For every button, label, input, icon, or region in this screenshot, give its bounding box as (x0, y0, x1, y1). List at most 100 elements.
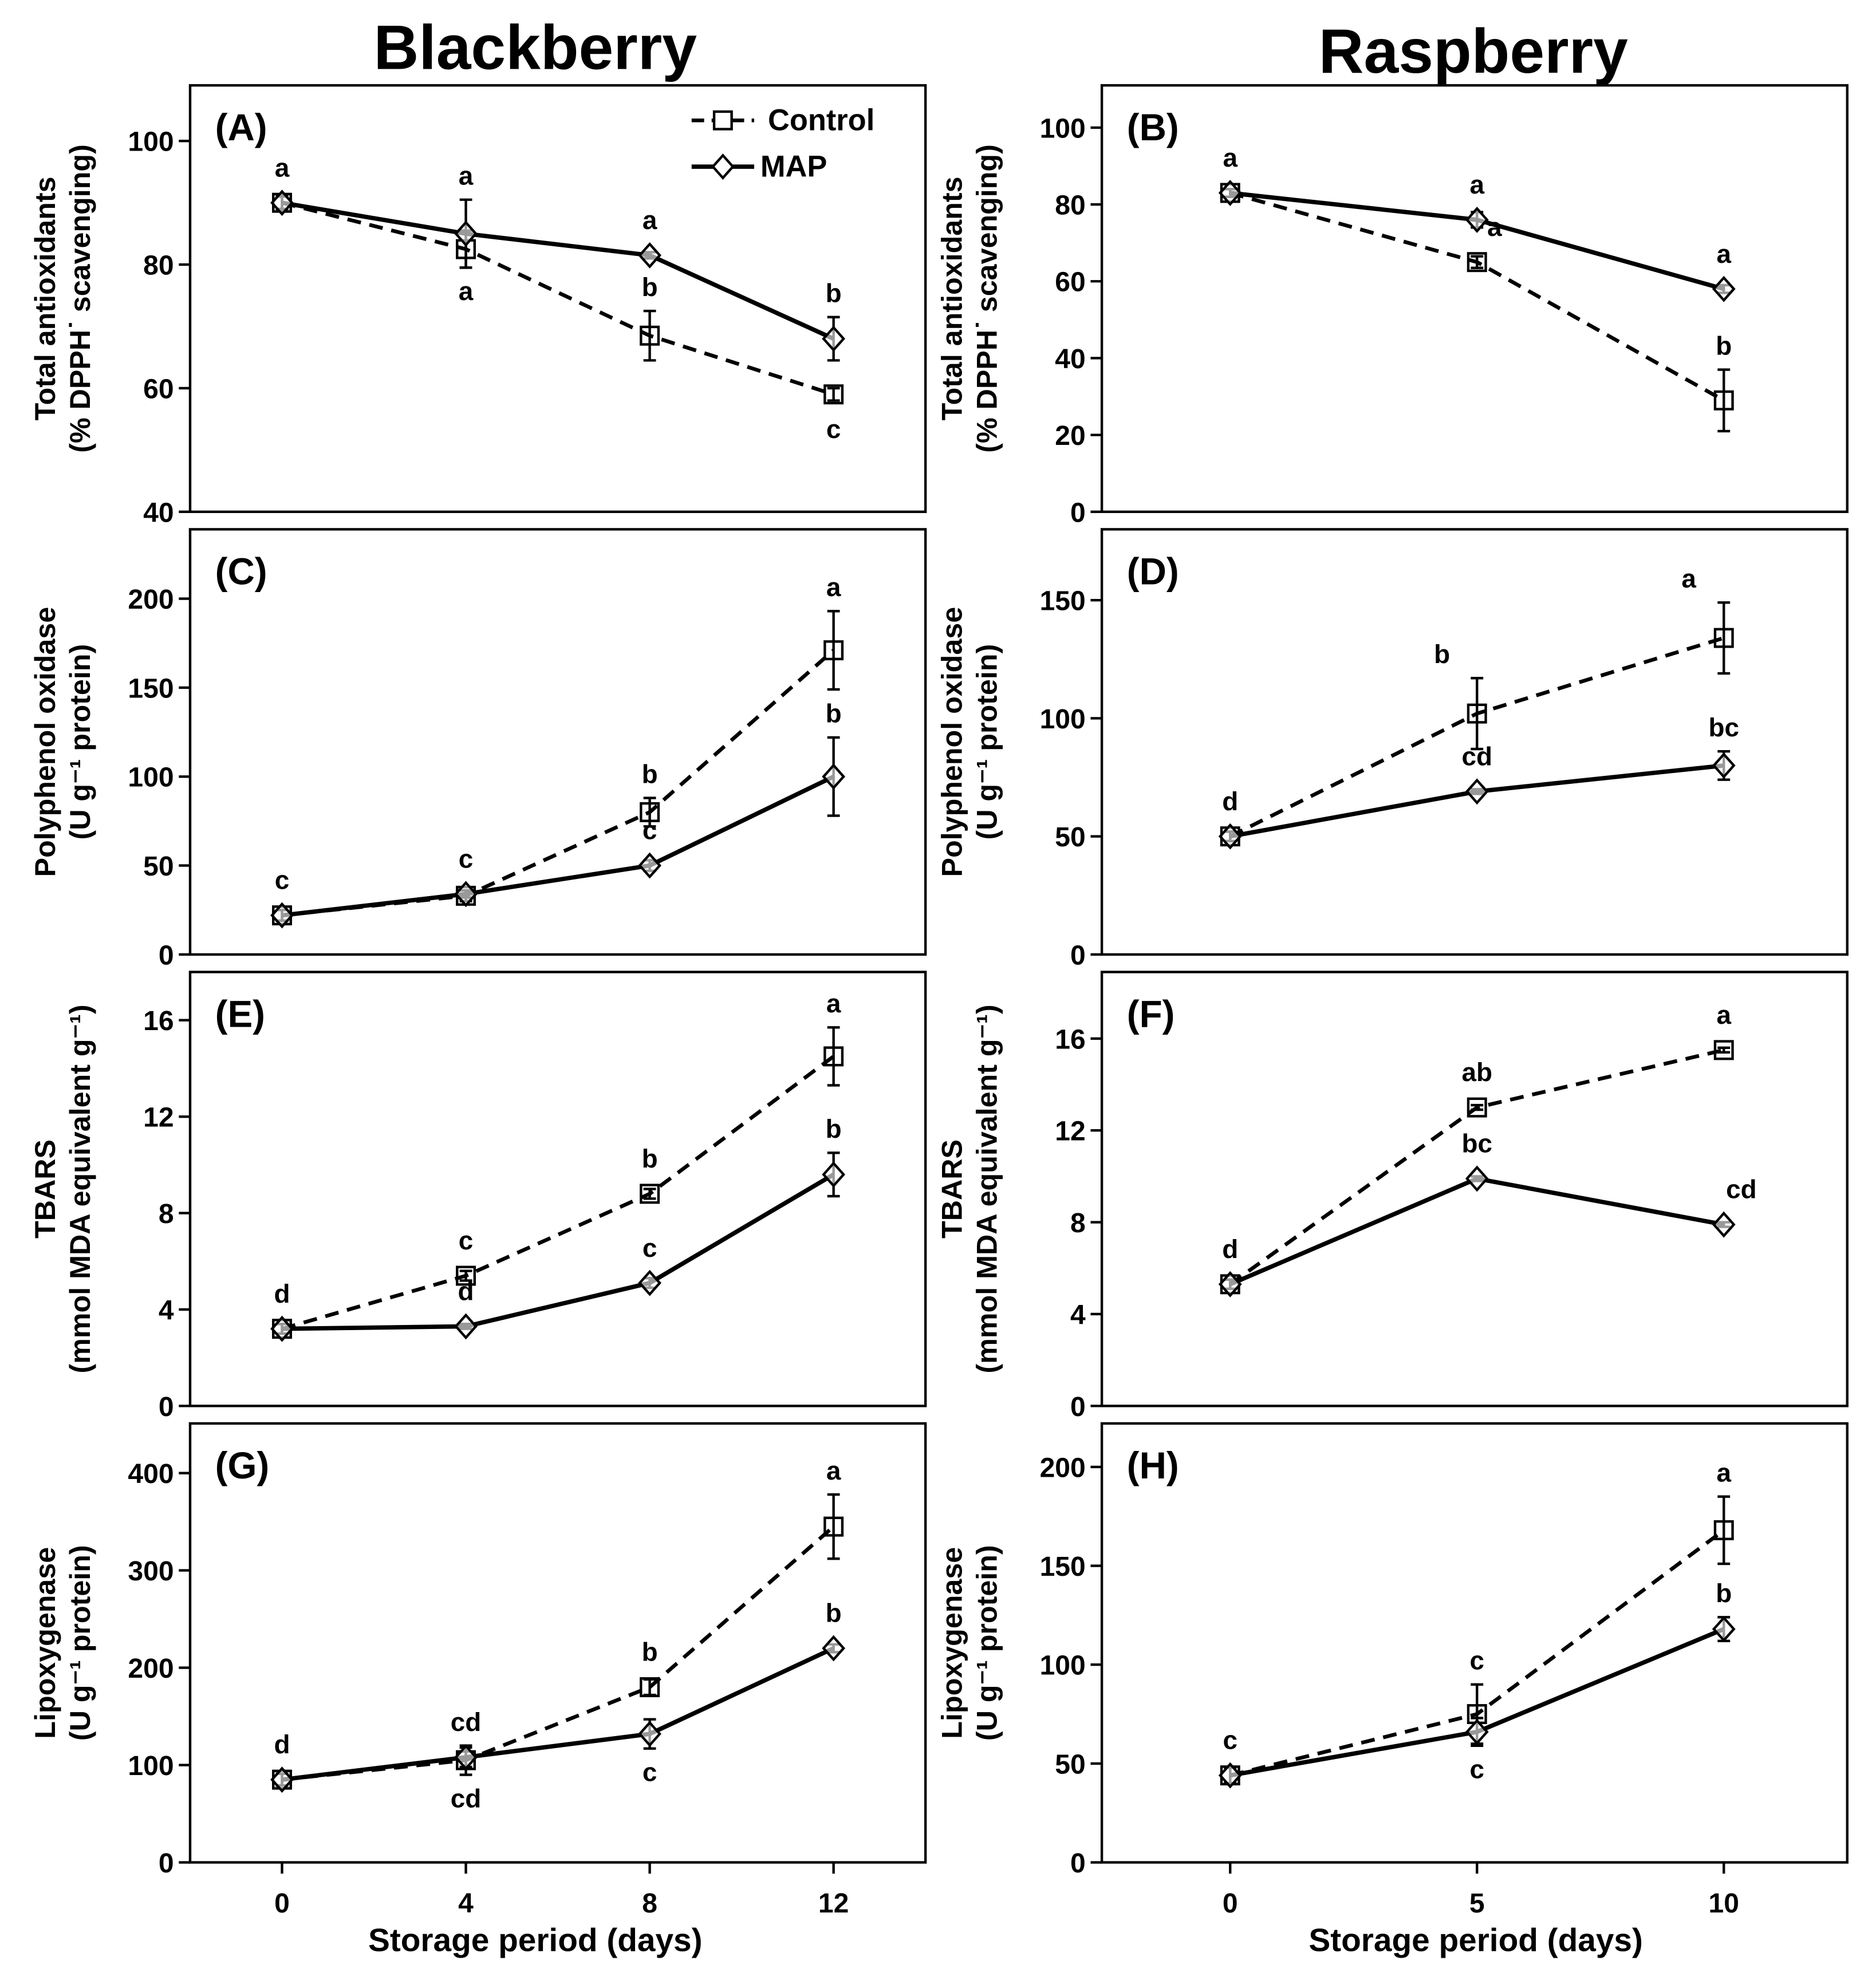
significance-letter: c (1469, 1754, 1484, 1784)
x-tick-label: 0 (1223, 1888, 1238, 1919)
series-control: c b a (272, 988, 844, 1339)
y-tick-label: 0 (1070, 940, 1086, 971)
y-axis-label-line2: (U g⁻¹ protein) (971, 644, 1003, 840)
y-tick-label: 200 (128, 585, 174, 615)
data-point-diamond (1712, 1616, 1736, 1643)
series-map: d cd c b (270, 1598, 846, 1793)
y-axis-label-line2: (% DPPH˙ scavenging) (64, 144, 96, 453)
series-control: ca (1220, 1458, 1734, 1786)
y-tick-label: 16 (1055, 1024, 1085, 1055)
data-point-square (1713, 628, 1734, 648)
y-tick-label: 150 (128, 673, 174, 704)
significance-letter: b (1716, 330, 1732, 360)
data-point-diamond (822, 763, 846, 790)
series-line (282, 1172, 835, 1331)
plot-frame (188, 528, 927, 956)
panel-letter: (H) (1127, 1445, 1179, 1486)
y-axis-label-line1: Lipoxygenase (936, 1547, 968, 1739)
data-point-diamond (1465, 206, 1489, 233)
data-point-square (1713, 1040, 1734, 1060)
y-axis-label-line2: (U g⁻¹ protein) (971, 1545, 1003, 1741)
panel-b: (B) 0 20 40 60 80 100 Total antioxidants (% DPPH… (936, 84, 1849, 528)
y-tick-label: 4 (1070, 1300, 1086, 1330)
plot-frame (1100, 84, 1849, 514)
panel-letter: (B) (1127, 107, 1179, 148)
y-tick-label: 100 (1040, 704, 1086, 735)
y-tick-label: 0 (1070, 498, 1086, 528)
data-point-diamond (1712, 1211, 1736, 1238)
y-tick-label: 50 (143, 851, 174, 882)
data-point-diamond (638, 1721, 661, 1748)
y-tick-label: 100 (1040, 1651, 1086, 1681)
series-control: ba (1220, 563, 1734, 847)
series-line (282, 774, 835, 918)
y-axis-label-line2: (mmol MDA equivalent g⁻¹) (64, 1004, 96, 1373)
significance-letter: b (642, 272, 658, 302)
y-axis-label-line1: Total antioxidants (29, 176, 61, 420)
y-axis-label-line2: (U g⁻¹ protein) (64, 1545, 96, 1741)
y-axis-label: TBARS (mmol MDA equivalent g⁻¹) (936, 1004, 1003, 1373)
data-point-square (1713, 1520, 1734, 1540)
series-line (281, 1055, 835, 1331)
y-tick-label: 0 (159, 940, 174, 971)
y-tick-label: 300 (128, 1556, 174, 1587)
y-tick-label: 60 (1055, 267, 1085, 298)
significance-letter: c (643, 1233, 657, 1263)
y-axis-label-line1: TBARS (936, 1139, 968, 1239)
y-axis-label-line2: (U g⁻¹ protein) (64, 644, 96, 840)
data-point-square (823, 384, 844, 405)
panel-letter: (C) (215, 550, 267, 592)
y-tick-label: 40 (143, 498, 174, 528)
y-tick-label: 8 (1070, 1208, 1086, 1239)
significance-letter: bc (1461, 1129, 1492, 1158)
x-tick-label: 12 (818, 1888, 849, 1919)
data-point-diamond (822, 1161, 846, 1188)
plot-frame (188, 1422, 927, 1864)
y-axis-label: TBARS (mmol MDA equivalent g⁻¹) (29, 1004, 96, 1373)
data-point-diamond (638, 852, 661, 879)
y-axis-label: Lipoxygenase (U g⁻¹ protein) (936, 1545, 1003, 1741)
panel-a: (A) 40 60 80 100 Total antioxidants (% DPPH˙ s… (29, 84, 927, 528)
significance-letter: c (826, 414, 841, 444)
series-map: c c b (1218, 1578, 1736, 1789)
significance-letter: ab (1461, 1057, 1492, 1087)
significance-letter: b (642, 759, 658, 788)
y-tick-label: 150 (1040, 1552, 1086, 1582)
data-point-diamond (454, 1313, 478, 1340)
data-point-square (1467, 1097, 1487, 1118)
significance-letter: cd (1726, 1174, 1757, 1204)
significance-letter: c (275, 865, 290, 895)
data-point-diamond (1465, 1165, 1489, 1192)
data-point-diamond (270, 1315, 294, 1342)
y-axis-label: Polyphenol oxidase (U g⁻¹ protein) (936, 607, 1003, 877)
significance-letter: d (458, 1276, 474, 1306)
y-tick-label: 200 (128, 1654, 174, 1684)
panel-letter: (D) (1127, 550, 1179, 592)
data-point-square (640, 325, 660, 346)
significance-letter: a (826, 572, 841, 602)
significance-letter: a (1717, 239, 1732, 269)
legend-map-diamond-icon (711, 153, 735, 180)
data-point-diamond (638, 1269, 661, 1296)
significance-letter: a (1717, 1458, 1732, 1488)
significance-letter: cd (451, 1783, 482, 1813)
y-tick-label: 200 (1040, 1453, 1086, 1483)
y-tick-label: 100 (1040, 113, 1086, 144)
y-tick-label: 4 (159, 1295, 174, 1326)
series-map: d cd bc (1218, 712, 1739, 850)
significance-letter: b (642, 1143, 658, 1173)
significance-letter: c (1223, 1725, 1237, 1755)
plot-frame (1100, 528, 1849, 956)
significance-letter: cd (1461, 741, 1492, 771)
data-point-square (456, 1265, 476, 1286)
data-point-diamond (1218, 823, 1242, 850)
panel-letter: (G) (215, 1445, 270, 1486)
y-tick-label: 80 (1055, 191, 1085, 221)
data-point-diamond (454, 1744, 478, 1770)
significance-letter: d (274, 1279, 290, 1308)
data-point-diamond (1712, 752, 1736, 779)
significance-letter: b (826, 1598, 842, 1628)
significance-letter: c (1469, 1646, 1484, 1675)
